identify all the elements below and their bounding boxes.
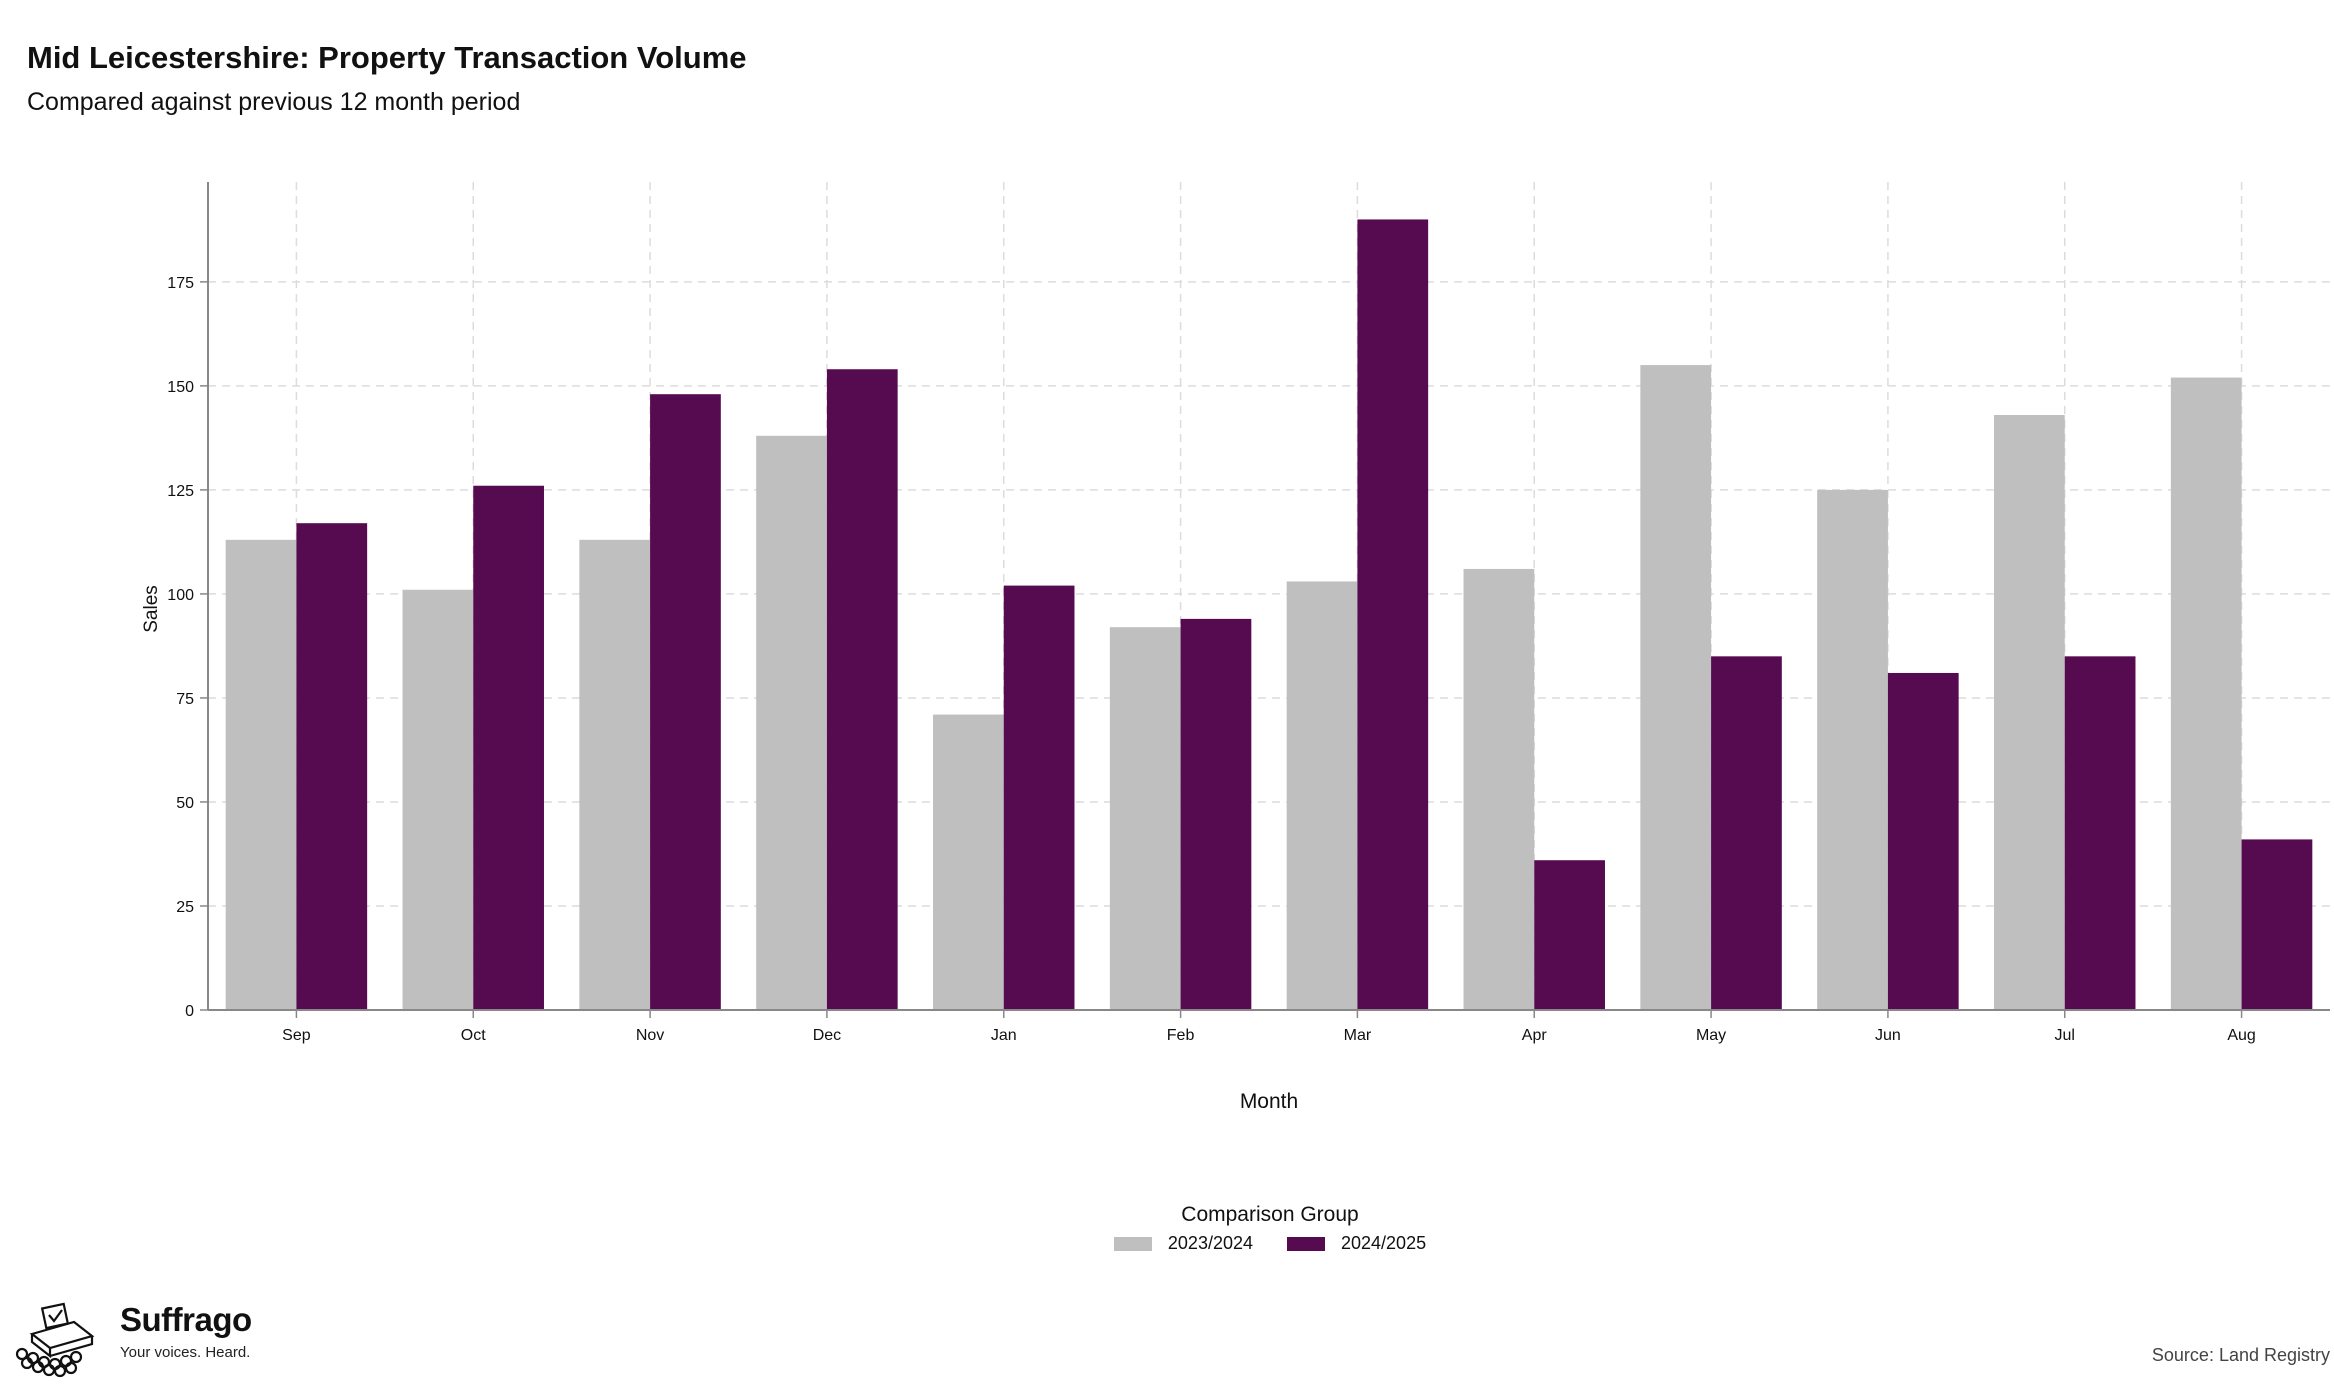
bar-2023-2024-jun [1817, 489, 1888, 1010]
y-tick-label: 25 [176, 899, 194, 916]
x-tick-label: Nov [636, 1027, 664, 1044]
y-tick-label: 175 [167, 275, 194, 292]
x-tick-label: Jun [1875, 1027, 1901, 1044]
bar-2023-2024-feb [1109, 627, 1181, 1010]
bar-2024-2025-oct [473, 485, 544, 1010]
bar-2023-2024-mar [1286, 581, 1358, 1010]
suffrago-logo: Suffrago Your voices. Heard. [14, 1298, 252, 1383]
bar-2023-2024-aug [2170, 377, 2242, 1010]
x-tick-label: Sep [282, 1027, 311, 1044]
bar-2024-2025-dec [826, 369, 898, 1010]
chart-title: Mid Leicestershire: Property Transaction… [27, 40, 747, 75]
legend-swatch-2024-2025 [1287, 1236, 1325, 1251]
legend-title: Comparison Group [1181, 1203, 1359, 1226]
bar-2023-2024-jul [1994, 415, 2065, 1011]
bar-2024-2025-jul [2064, 656, 2136, 1010]
bar-2023-2024-oct [402, 589, 474, 1010]
x-tick-label: Jan [991, 1027, 1017, 1044]
brand-name: Suffrago [120, 1301, 252, 1338]
bar-2024-2025-apr [1534, 860, 1605, 1010]
x-tick-label: May [1696, 1027, 1726, 1044]
x-tick-label: Feb [1167, 1027, 1195, 1044]
x-tick-label: Jul [2055, 1027, 2075, 1044]
bar-2023-2024-jan [933, 714, 1004, 1010]
source-note: Source: Land Registry [2151, 1345, 2330, 1365]
brand-tagline: Your voices. Heard. [120, 1344, 251, 1361]
legend-item-2023-2024: 2023/2024 [1113, 1233, 1253, 1254]
y-axis-label: Sales [140, 585, 162, 633]
y-tick-label: 125 [167, 483, 194, 500]
bar-2024-2025-sep [296, 523, 368, 1010]
y-tick-label: 150 [167, 379, 194, 396]
legend: Comparison Group 2023/2024 2024/2025 [1000, 1203, 1540, 1254]
x-tick-label: Dec [813, 1027, 841, 1044]
bar-2024-2025-nov [650, 394, 721, 1010]
ballot-box-icon [14, 1298, 110, 1383]
y-tick-label: 0 [185, 1003, 194, 1020]
bar-2023-2024-dec [756, 435, 827, 1010]
x-tick-label: Mar [1344, 1027, 1372, 1044]
legend-label-2024-2025: 2024/2025 [1341, 1233, 1427, 1253]
bar-2024-2025-mar [1357, 219, 1429, 1010]
x-tick-label: Oct [461, 1027, 486, 1044]
bar-2024-2025-may [1711, 656, 1782, 1010]
y-tick-label: 100 [167, 587, 194, 604]
legend-label-2023-2024: 2023/2024 [1167, 1233, 1253, 1253]
x-axis-label: Month [1239, 1090, 1299, 1113]
bar-2024-2025-jun [1887, 672, 1959, 1010]
bar-2023-2024-apr [1463, 568, 1535, 1010]
bar-2023-2024-may [1640, 365, 1712, 1010]
bar-2024-2025-jan [1003, 585, 1075, 1010]
bar-2024-2025-feb [1180, 618, 1252, 1010]
x-tick-label: Aug [2227, 1027, 2255, 1044]
bar-2024-2025-aug [2241, 839, 2313, 1010]
chart-subtitle: Compared against previous 12 month perio… [27, 88, 521, 116]
y-tick-label: 50 [176, 795, 194, 812]
y-tick-label: 75 [176, 691, 194, 708]
legend-swatch-2023-2024 [1113, 1236, 1152, 1251]
legend-item-2024-2025: 2024/2025 [1287, 1233, 1426, 1254]
bar-2023-2024-nov [579, 539, 651, 1010]
bar-2023-2024-sep [225, 539, 297, 1010]
x-tick-label: Apr [1522, 1027, 1548, 1044]
